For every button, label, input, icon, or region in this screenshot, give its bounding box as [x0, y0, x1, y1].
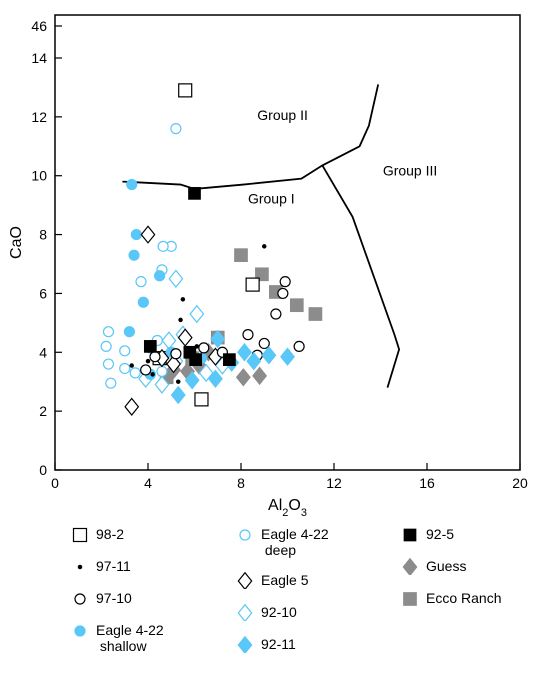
eagle422d-swatch [235, 525, 253, 543]
ecco-swatch [400, 589, 418, 607]
region-label: Group II [257, 107, 308, 123]
legend-label: 92-10 [261, 604, 297, 620]
svg-text:8: 8 [39, 227, 47, 243]
region-label: Group I [248, 191, 295, 207]
svg-text:12: 12 [31, 109, 47, 125]
region-label: Group III [383, 163, 437, 179]
legend-label: 92-11 [261, 636, 296, 652]
svg-text:4: 4 [39, 344, 47, 360]
legend-label: Eagle 5 [261, 572, 308, 588]
92-11-swatch [235, 635, 253, 653]
svg-text:20: 20 [512, 475, 528, 491]
svg-text:2: 2 [39, 403, 47, 419]
eagle5-swatch [235, 571, 253, 589]
98-2-swatch [70, 525, 88, 543]
92-5-swatch [400, 525, 418, 543]
svg-text:12: 12 [326, 475, 342, 491]
legend-label: 98-2 [96, 526, 124, 542]
svg-text:14: 14 [31, 50, 47, 66]
svg-text:10: 10 [31, 168, 47, 184]
legend-label: Ecco Ranch [426, 590, 501, 606]
y-axis-label: CaO [8, 226, 25, 259]
series-ecco [160, 249, 321, 384]
97-10-swatch [70, 589, 88, 607]
legend-label: 97-11 [96, 558, 131, 574]
svg-text:16: 16 [419, 475, 435, 491]
97-11-swatch [70, 557, 88, 575]
92-10-swatch [235, 603, 253, 621]
svg-text:0: 0 [51, 475, 59, 491]
legend-label: 97-10 [96, 590, 132, 606]
svg-text:4: 4 [144, 475, 152, 491]
svg-text:46: 46 [31, 18, 47, 34]
svg-text:0: 0 [39, 462, 47, 478]
guess-swatch [400, 557, 418, 575]
scatter-chart: 048121620Al2O30246810121446CaOGroup IGro… [0, 0, 550, 687]
svg-text:6: 6 [39, 285, 47, 301]
legend-label: Eagle 4-22 shallow [96, 622, 164, 654]
legend-label: Guess [426, 558, 466, 574]
svg-text:8: 8 [237, 475, 245, 491]
x-axis-label: Al2O3 [268, 497, 307, 519]
eagle422s-swatch [70, 621, 88, 639]
legend-label: 92-5 [426, 526, 454, 542]
legend-label: Eagle 4-22 deep [261, 526, 329, 558]
legend: 98-2 97-11 97-10 Eagle 4-22 shallow Eagle 4-… [70, 525, 530, 695]
